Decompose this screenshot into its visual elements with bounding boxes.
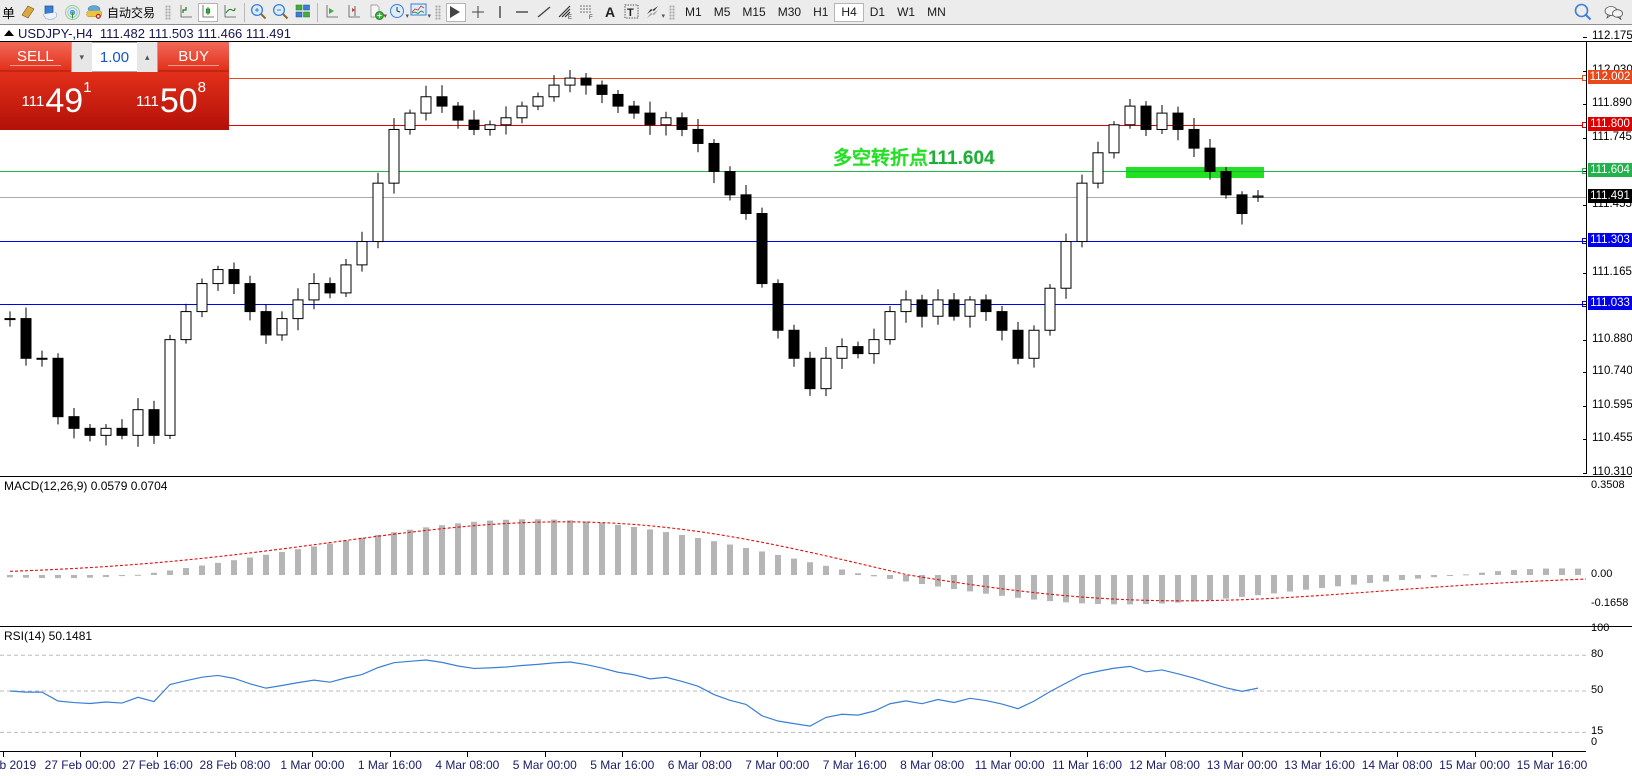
svg-text:T: T — [627, 7, 634, 19]
svg-text:E: E — [568, 15, 572, 20]
svg-text:F: F — [589, 15, 593, 20]
